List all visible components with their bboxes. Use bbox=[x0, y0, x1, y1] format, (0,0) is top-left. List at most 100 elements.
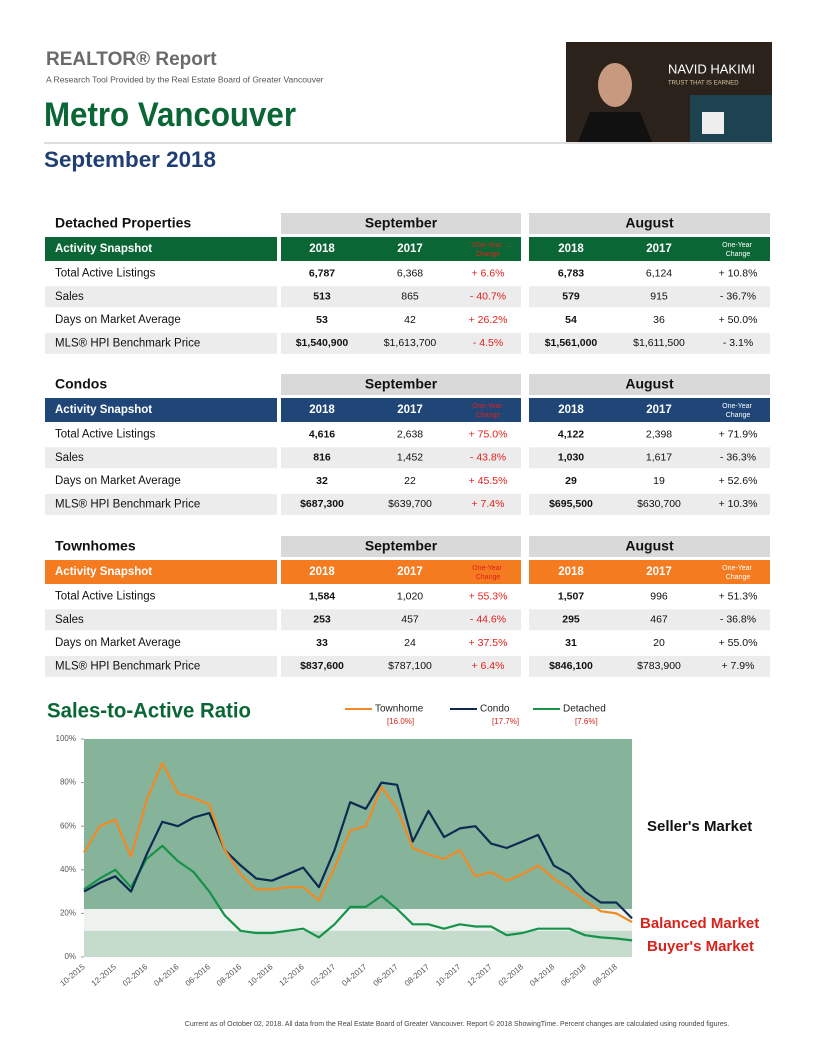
cell-value: 42 bbox=[404, 314, 416, 326]
cell-value: 19 bbox=[653, 475, 665, 487]
group-header-bg bbox=[281, 374, 521, 395]
column-header-bg bbox=[281, 398, 521, 422]
row-band bbox=[529, 447, 770, 469]
cell-value: 996 bbox=[650, 590, 668, 602]
cell-value: + 37.5% bbox=[469, 637, 508, 649]
group-header-bg bbox=[281, 536, 521, 557]
column-header: 2018 bbox=[558, 566, 584, 578]
cell-value: $1,561,000 bbox=[545, 337, 598, 349]
cell-value: 816 bbox=[313, 452, 331, 464]
cell-value: $1,540,900 bbox=[296, 337, 349, 349]
column-header: Activity Snapshot bbox=[55, 566, 152, 578]
snapshot-header-bg bbox=[45, 560, 277, 584]
region-title: Metro Vancouver bbox=[44, 96, 296, 134]
row-band bbox=[45, 447, 277, 469]
cell-value: $837,600 bbox=[300, 660, 344, 672]
cell-value: 1,507 bbox=[558, 590, 584, 602]
cell-value: 29 bbox=[565, 475, 577, 487]
group-header-bg bbox=[529, 374, 770, 395]
y-tick-label: 40% bbox=[60, 865, 76, 874]
row-label: Days on Market Average bbox=[55, 637, 181, 649]
x-tick-label: 12-2015 bbox=[90, 962, 119, 988]
x-tick-label: 12-2016 bbox=[278, 962, 307, 988]
cell-value: $639,700 bbox=[388, 498, 432, 510]
cell-value: + 50.0% bbox=[719, 314, 758, 326]
zone-label: Balanced Market bbox=[640, 915, 759, 932]
table-title: Detached Properties bbox=[55, 215, 191, 231]
agent-face bbox=[598, 63, 632, 107]
chart-title: Sales-to-Active Ratio bbox=[47, 700, 251, 723]
column-header-bg bbox=[281, 237, 521, 261]
column-header-bg bbox=[281, 560, 521, 584]
report-title: REALTOR® Report bbox=[46, 49, 217, 70]
cell-value: 513 bbox=[313, 291, 331, 303]
legend-latest: [16.0%] bbox=[387, 717, 414, 726]
cell-value: 6,368 bbox=[397, 267, 423, 279]
agent-tagline: TRUST THAT IS EARNED bbox=[668, 81, 739, 87]
cell-value: 2,638 bbox=[397, 428, 423, 440]
cell-value: - 3.1% bbox=[723, 337, 753, 349]
cell-value: + 52.6% bbox=[719, 475, 758, 487]
group-header-bg bbox=[281, 213, 521, 234]
row-band bbox=[529, 655, 770, 677]
cell-value: + 10.3% bbox=[719, 498, 758, 510]
row-label: Sales bbox=[55, 614, 84, 626]
row-label: Days on Market Average bbox=[55, 475, 181, 487]
group-header: September bbox=[365, 376, 438, 392]
cell-value: - 40.7% bbox=[470, 291, 506, 303]
column-header: One-Year Change bbox=[472, 242, 504, 258]
cell-value: + 26.2% bbox=[469, 314, 508, 326]
cell-value: + 71.9% bbox=[719, 428, 758, 440]
report-subtitle: A Research Tool Provided by the Real Est… bbox=[46, 74, 324, 84]
row-band bbox=[529, 286, 770, 308]
legend-label: Detached bbox=[563, 704, 606, 715]
period-title: September 2018 bbox=[44, 147, 216, 172]
cell-value: 4,122 bbox=[558, 428, 584, 440]
cell-value: + 7.4% bbox=[472, 498, 505, 510]
cell-value: 457 bbox=[401, 614, 419, 626]
row-band bbox=[45, 609, 277, 631]
cell-value: 36 bbox=[653, 314, 665, 326]
cell-value: 579 bbox=[562, 291, 580, 303]
row-band bbox=[281, 286, 521, 308]
row-label: MLS® HPI Benchmark Price bbox=[55, 660, 200, 672]
row-band bbox=[529, 609, 770, 631]
cell-value: + 7.9% bbox=[722, 660, 755, 672]
row-label: Days on Market Average bbox=[55, 314, 181, 326]
cell-value: 467 bbox=[650, 614, 668, 626]
row-label: Total Active Listings bbox=[55, 591, 156, 603]
group-header: September bbox=[365, 538, 438, 554]
cell-value: 253 bbox=[313, 614, 331, 626]
cell-value: 915 bbox=[650, 291, 668, 303]
column-header: 2017 bbox=[397, 404, 423, 416]
agent-suit bbox=[578, 112, 652, 142]
row-band bbox=[45, 332, 277, 354]
x-tick-label: 04-2018 bbox=[528, 962, 557, 988]
column-header: 2017 bbox=[397, 243, 423, 255]
column-header: 2018 bbox=[309, 243, 335, 255]
cell-value: + 6.6% bbox=[472, 267, 505, 279]
column-header: One-Year Change bbox=[472, 403, 504, 419]
x-tick-label: 06-2018 bbox=[559, 962, 588, 988]
cell-value: 4,616 bbox=[309, 428, 335, 440]
row-band bbox=[281, 493, 521, 515]
group-header-bg bbox=[529, 213, 770, 234]
row-band bbox=[529, 332, 770, 354]
table-title: Condos bbox=[55, 376, 107, 392]
market-zone bbox=[84, 930, 632, 957]
cell-value: $687,300 bbox=[300, 498, 344, 510]
x-tick-label: 02-2017 bbox=[309, 962, 338, 988]
y-tick-label: 60% bbox=[60, 821, 76, 830]
agent-name: NAVID HAKIMI bbox=[668, 61, 755, 76]
cell-value: 295 bbox=[562, 614, 580, 626]
row-label: Total Active Listings bbox=[55, 268, 156, 280]
row-band bbox=[45, 286, 277, 308]
y-tick-label: 0% bbox=[64, 952, 76, 961]
cell-value: 2,398 bbox=[646, 428, 672, 440]
y-tick-label: 80% bbox=[60, 778, 76, 787]
zone-label: Buyer's Market bbox=[647, 938, 754, 955]
cell-value: 54 bbox=[565, 314, 577, 326]
cell-value: $630,700 bbox=[637, 498, 681, 510]
x-tick-label: 06-2017 bbox=[372, 962, 401, 988]
column-header-bg bbox=[529, 560, 770, 584]
